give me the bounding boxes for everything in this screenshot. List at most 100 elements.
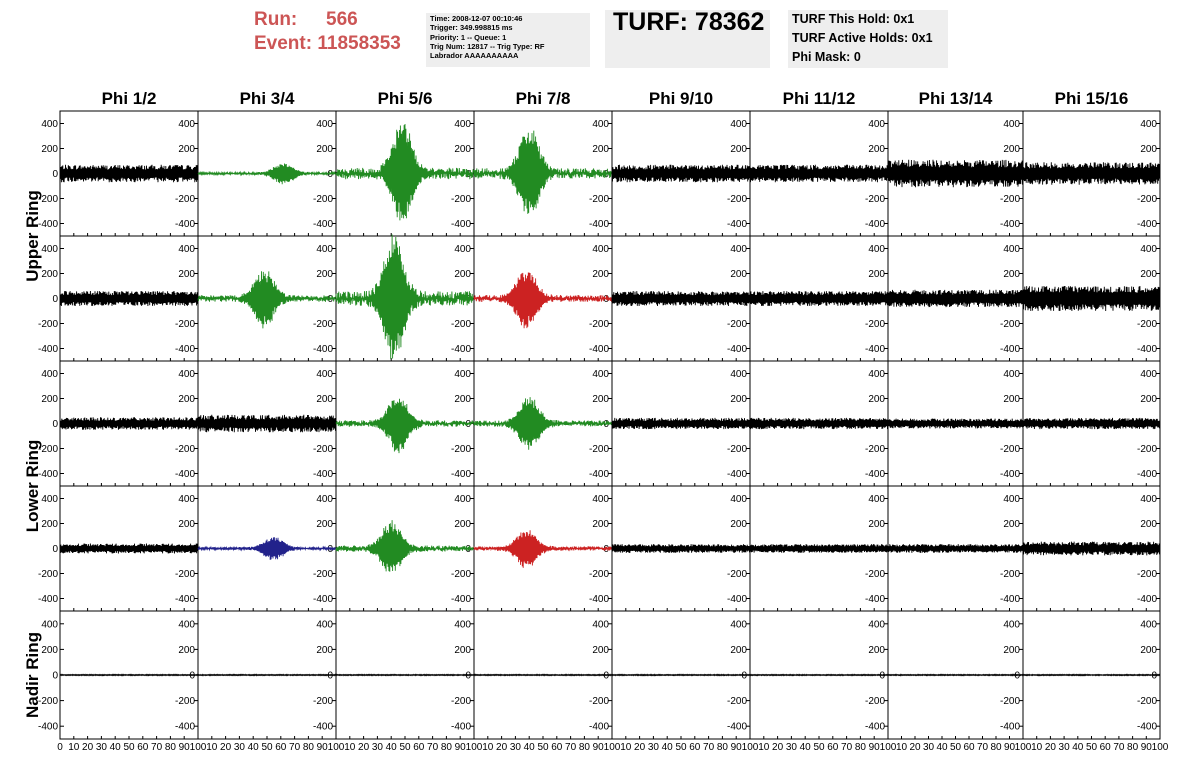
waveform-trace	[749, 291, 889, 307]
x-tick-label: 40	[936, 742, 948, 753]
x-tick-label: 10	[758, 742, 770, 753]
y-tick-label: -400	[727, 344, 747, 355]
info-priority: Priority: 1 -- Queue: 1	[430, 32, 507, 42]
y-tick-label: 0	[741, 671, 747, 682]
y-tick-label: 400	[730, 619, 747, 630]
y-tick-label: -200	[1000, 696, 1020, 707]
y-tick-label: 200	[1140, 519, 1157, 530]
y-tick-label: 400	[1003, 494, 1020, 505]
y-tick-label: 400	[730, 494, 747, 505]
info-trignum: Trig Num: 12817 -- Trig Type: RF	[430, 41, 545, 51]
waveform-trace	[59, 543, 199, 554]
y-tick-label: -400	[589, 219, 609, 230]
x-tick-label: 50	[123, 742, 135, 753]
y-tick-label: -200	[865, 696, 885, 707]
y-tick-label: 400	[730, 244, 747, 255]
y-tick-label: 400	[730, 369, 747, 380]
y-tick-label: 200	[1003, 519, 1020, 530]
turf-this-hold: TURF This Hold: 0x1	[792, 12, 915, 26]
y-tick-label: -200	[1137, 444, 1157, 455]
x-tick-label: 90	[869, 742, 881, 753]
y-tick-label: -200	[38, 569, 58, 580]
y-tick-label: 400	[592, 494, 609, 505]
x-tick-label: 90	[593, 742, 605, 753]
x-tick-label: 100	[604, 742, 621, 753]
x-tick-label: 70	[565, 742, 577, 753]
x-tick-label: 40	[386, 742, 398, 753]
column-header: Phi 9/10	[649, 89, 713, 108]
y-tick-label: -200	[589, 569, 609, 580]
y-tick-label: 400	[41, 119, 58, 130]
y-tick-label: -400	[451, 594, 471, 605]
turf-active-holds: TURF Active Holds: 0x1	[792, 31, 933, 45]
y-tick-label: -200	[451, 319, 471, 330]
y-tick-label: 400	[41, 494, 58, 505]
x-tick-label: 100	[466, 742, 483, 753]
y-tick-label: -200	[589, 696, 609, 707]
y-tick-label: -400	[38, 594, 58, 605]
x-tick-label: 100	[328, 742, 345, 753]
column-header: Phi 11/12	[783, 89, 856, 108]
y-tick-label: -200	[727, 569, 747, 580]
y-tick-label: 200	[41, 144, 58, 155]
y-tick-label: -200	[727, 194, 747, 205]
y-tick-label: 200	[730, 645, 747, 656]
y-tick-label: -400	[1000, 344, 1020, 355]
y-tick-label: 200	[1140, 645, 1157, 656]
x-tick-label: 70	[841, 742, 853, 753]
y-tick-label: 0	[327, 169, 333, 180]
ring-label: Nadir Ring	[23, 632, 42, 718]
y-tick-label: -200	[38, 696, 58, 707]
y-tick-label: 200	[868, 519, 885, 530]
x-tick-label: 30	[372, 742, 384, 753]
y-tick-label: -200	[451, 444, 471, 455]
y-tick-label: 400	[178, 119, 195, 130]
info-labrador: Labrador AAAAAAAAAA	[430, 51, 519, 61]
y-tick-label: -200	[589, 444, 609, 455]
y-tick-label: 200	[41, 519, 58, 530]
y-tick-label: 400	[1003, 119, 1020, 130]
y-tick-label: 200	[178, 519, 195, 530]
y-tick-label: -200	[38, 194, 58, 205]
x-tick-label: 40	[1072, 742, 1084, 753]
x-tick-label: 10	[620, 742, 632, 753]
x-tick-label: 30	[786, 742, 798, 753]
y-tick-label: 400	[592, 119, 609, 130]
y-tick-label: -400	[589, 344, 609, 355]
x-tick-label: 70	[151, 742, 163, 753]
x-tick-label: 100	[190, 742, 207, 753]
ring-label: Lower Ring	[23, 440, 42, 533]
y-tick-label: -200	[175, 569, 195, 580]
y-tick-label: -400	[727, 594, 747, 605]
y-tick-label: 200	[592, 645, 609, 656]
waveform-trace	[59, 290, 199, 307]
y-tick-label: 400	[454, 244, 471, 255]
y-tick-label: 400	[316, 369, 333, 380]
waveform-trace	[611, 290, 751, 307]
x-tick-label: 50	[537, 742, 549, 753]
x-tick-label: 20	[1045, 742, 1057, 753]
y-tick-label: -400	[175, 219, 195, 230]
y-tick-label: 200	[178, 144, 195, 155]
column-header: Phi 1/2	[102, 89, 157, 108]
y-tick-label: 400	[178, 369, 195, 380]
y-tick-label: 200	[178, 394, 195, 405]
waveform-trace	[197, 537, 337, 560]
y-tick-label: -400	[589, 594, 609, 605]
y-tick-label: 400	[592, 244, 609, 255]
y-tick-label: 200	[730, 144, 747, 155]
y-tick-label: 400	[454, 619, 471, 630]
y-tick-label: 400	[454, 494, 471, 505]
x-tick-label: 90	[1004, 742, 1016, 753]
x-tick-label: 60	[963, 742, 975, 753]
y-tick-label: 0	[1151, 671, 1157, 682]
waveform-trace	[335, 123, 475, 221]
x-tick-label: 80	[717, 742, 729, 753]
x-tick-label: 50	[813, 742, 825, 753]
waveform-trace	[887, 289, 1024, 308]
waveform-trace	[59, 164, 199, 183]
x-tick-label: 10	[1031, 742, 1043, 753]
x-tick-label: 50	[261, 742, 273, 753]
y-tick-label: 400	[178, 619, 195, 630]
y-tick-label: -400	[1137, 219, 1157, 230]
